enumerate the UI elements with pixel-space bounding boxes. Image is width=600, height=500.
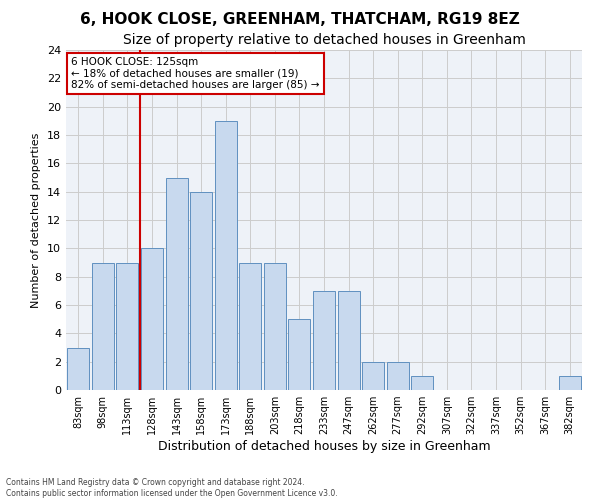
Bar: [239, 262, 262, 390]
Bar: [92, 262, 114, 390]
Bar: [386, 362, 409, 390]
Y-axis label: Number of detached properties: Number of detached properties: [31, 132, 41, 308]
Bar: [166, 178, 188, 390]
Bar: [411, 376, 433, 390]
Title: Size of property relative to detached houses in Greenham: Size of property relative to detached ho…: [122, 34, 526, 48]
Bar: [67, 348, 89, 390]
Text: 6, HOOK CLOSE, GREENHAM, THATCHAM, RG19 8EZ: 6, HOOK CLOSE, GREENHAM, THATCHAM, RG19 …: [80, 12, 520, 28]
Bar: [338, 291, 359, 390]
Bar: [116, 262, 139, 390]
Bar: [289, 319, 310, 390]
X-axis label: Distribution of detached houses by size in Greenham: Distribution of detached houses by size …: [158, 440, 490, 453]
Text: 6 HOOK CLOSE: 125sqm
← 18% of detached houses are smaller (19)
82% of semi-detac: 6 HOOK CLOSE: 125sqm ← 18% of detached h…: [71, 57, 320, 90]
Bar: [141, 248, 163, 390]
Bar: [559, 376, 581, 390]
Bar: [264, 262, 286, 390]
Bar: [190, 192, 212, 390]
Text: Contains HM Land Registry data © Crown copyright and database right 2024.
Contai: Contains HM Land Registry data © Crown c…: [6, 478, 338, 498]
Bar: [362, 362, 384, 390]
Bar: [215, 121, 237, 390]
Bar: [313, 291, 335, 390]
